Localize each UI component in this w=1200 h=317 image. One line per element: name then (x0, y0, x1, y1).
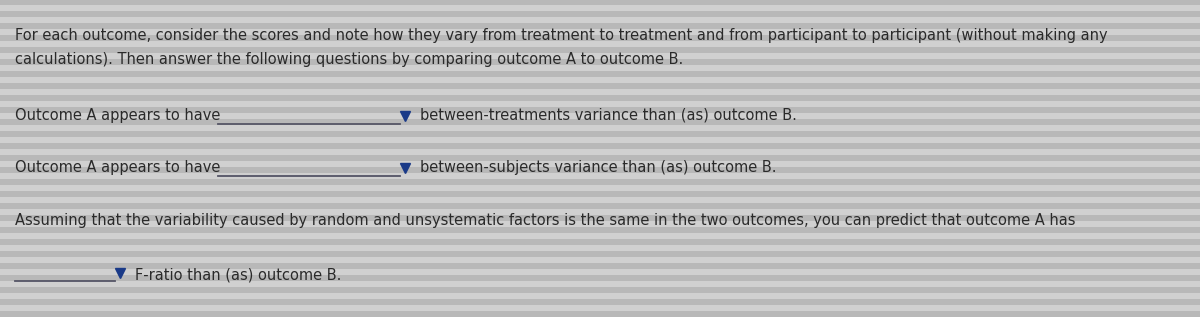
Bar (0, 71, 1200, 77)
Bar (0, 155, 1200, 161)
Bar (0, 83, 1200, 89)
Text: Assuming that the variability caused by random and unsystematic factors is the s: Assuming that the variability caused by … (14, 213, 1075, 228)
Bar (0, 299, 1200, 305)
Bar (0, 23, 1200, 29)
Text: For each outcome, consider the scores and note how they vary from treatment to t: For each outcome, consider the scores an… (14, 28, 1108, 43)
Bar (0, 287, 1200, 293)
Bar (0, 0, 1200, 5)
Bar (0, 227, 1200, 233)
Bar (0, 35, 1200, 41)
Bar (0, 203, 1200, 209)
Bar (0, 263, 1200, 269)
Bar (0, 59, 1200, 65)
Bar (0, 311, 1200, 317)
Text: between-treatments variance than (as) outcome B.: between-treatments variance than (as) ou… (420, 108, 797, 123)
Bar (0, 239, 1200, 245)
Bar (0, 95, 1200, 101)
Text: calculations). Then answer the following questions by comparing outcome A to out: calculations). Then answer the following… (14, 52, 683, 67)
Text: F-ratio than (as) outcome B.: F-ratio than (as) outcome B. (134, 267, 341, 282)
Bar (0, 107, 1200, 113)
Bar (0, 143, 1200, 149)
Bar (0, 131, 1200, 137)
Text: Outcome A appears to have: Outcome A appears to have (14, 160, 221, 175)
Bar (0, 47, 1200, 53)
Text: between-subjects variance than (as) outcome B.: between-subjects variance than (as) outc… (420, 160, 776, 175)
Bar (0, 179, 1200, 185)
Bar (0, 215, 1200, 221)
Bar (0, 191, 1200, 197)
Bar (0, 11, 1200, 17)
Bar (0, 167, 1200, 173)
Text: Outcome A appears to have: Outcome A appears to have (14, 108, 221, 123)
Bar (0, 275, 1200, 281)
Bar (0, 119, 1200, 125)
Bar (0, 251, 1200, 257)
